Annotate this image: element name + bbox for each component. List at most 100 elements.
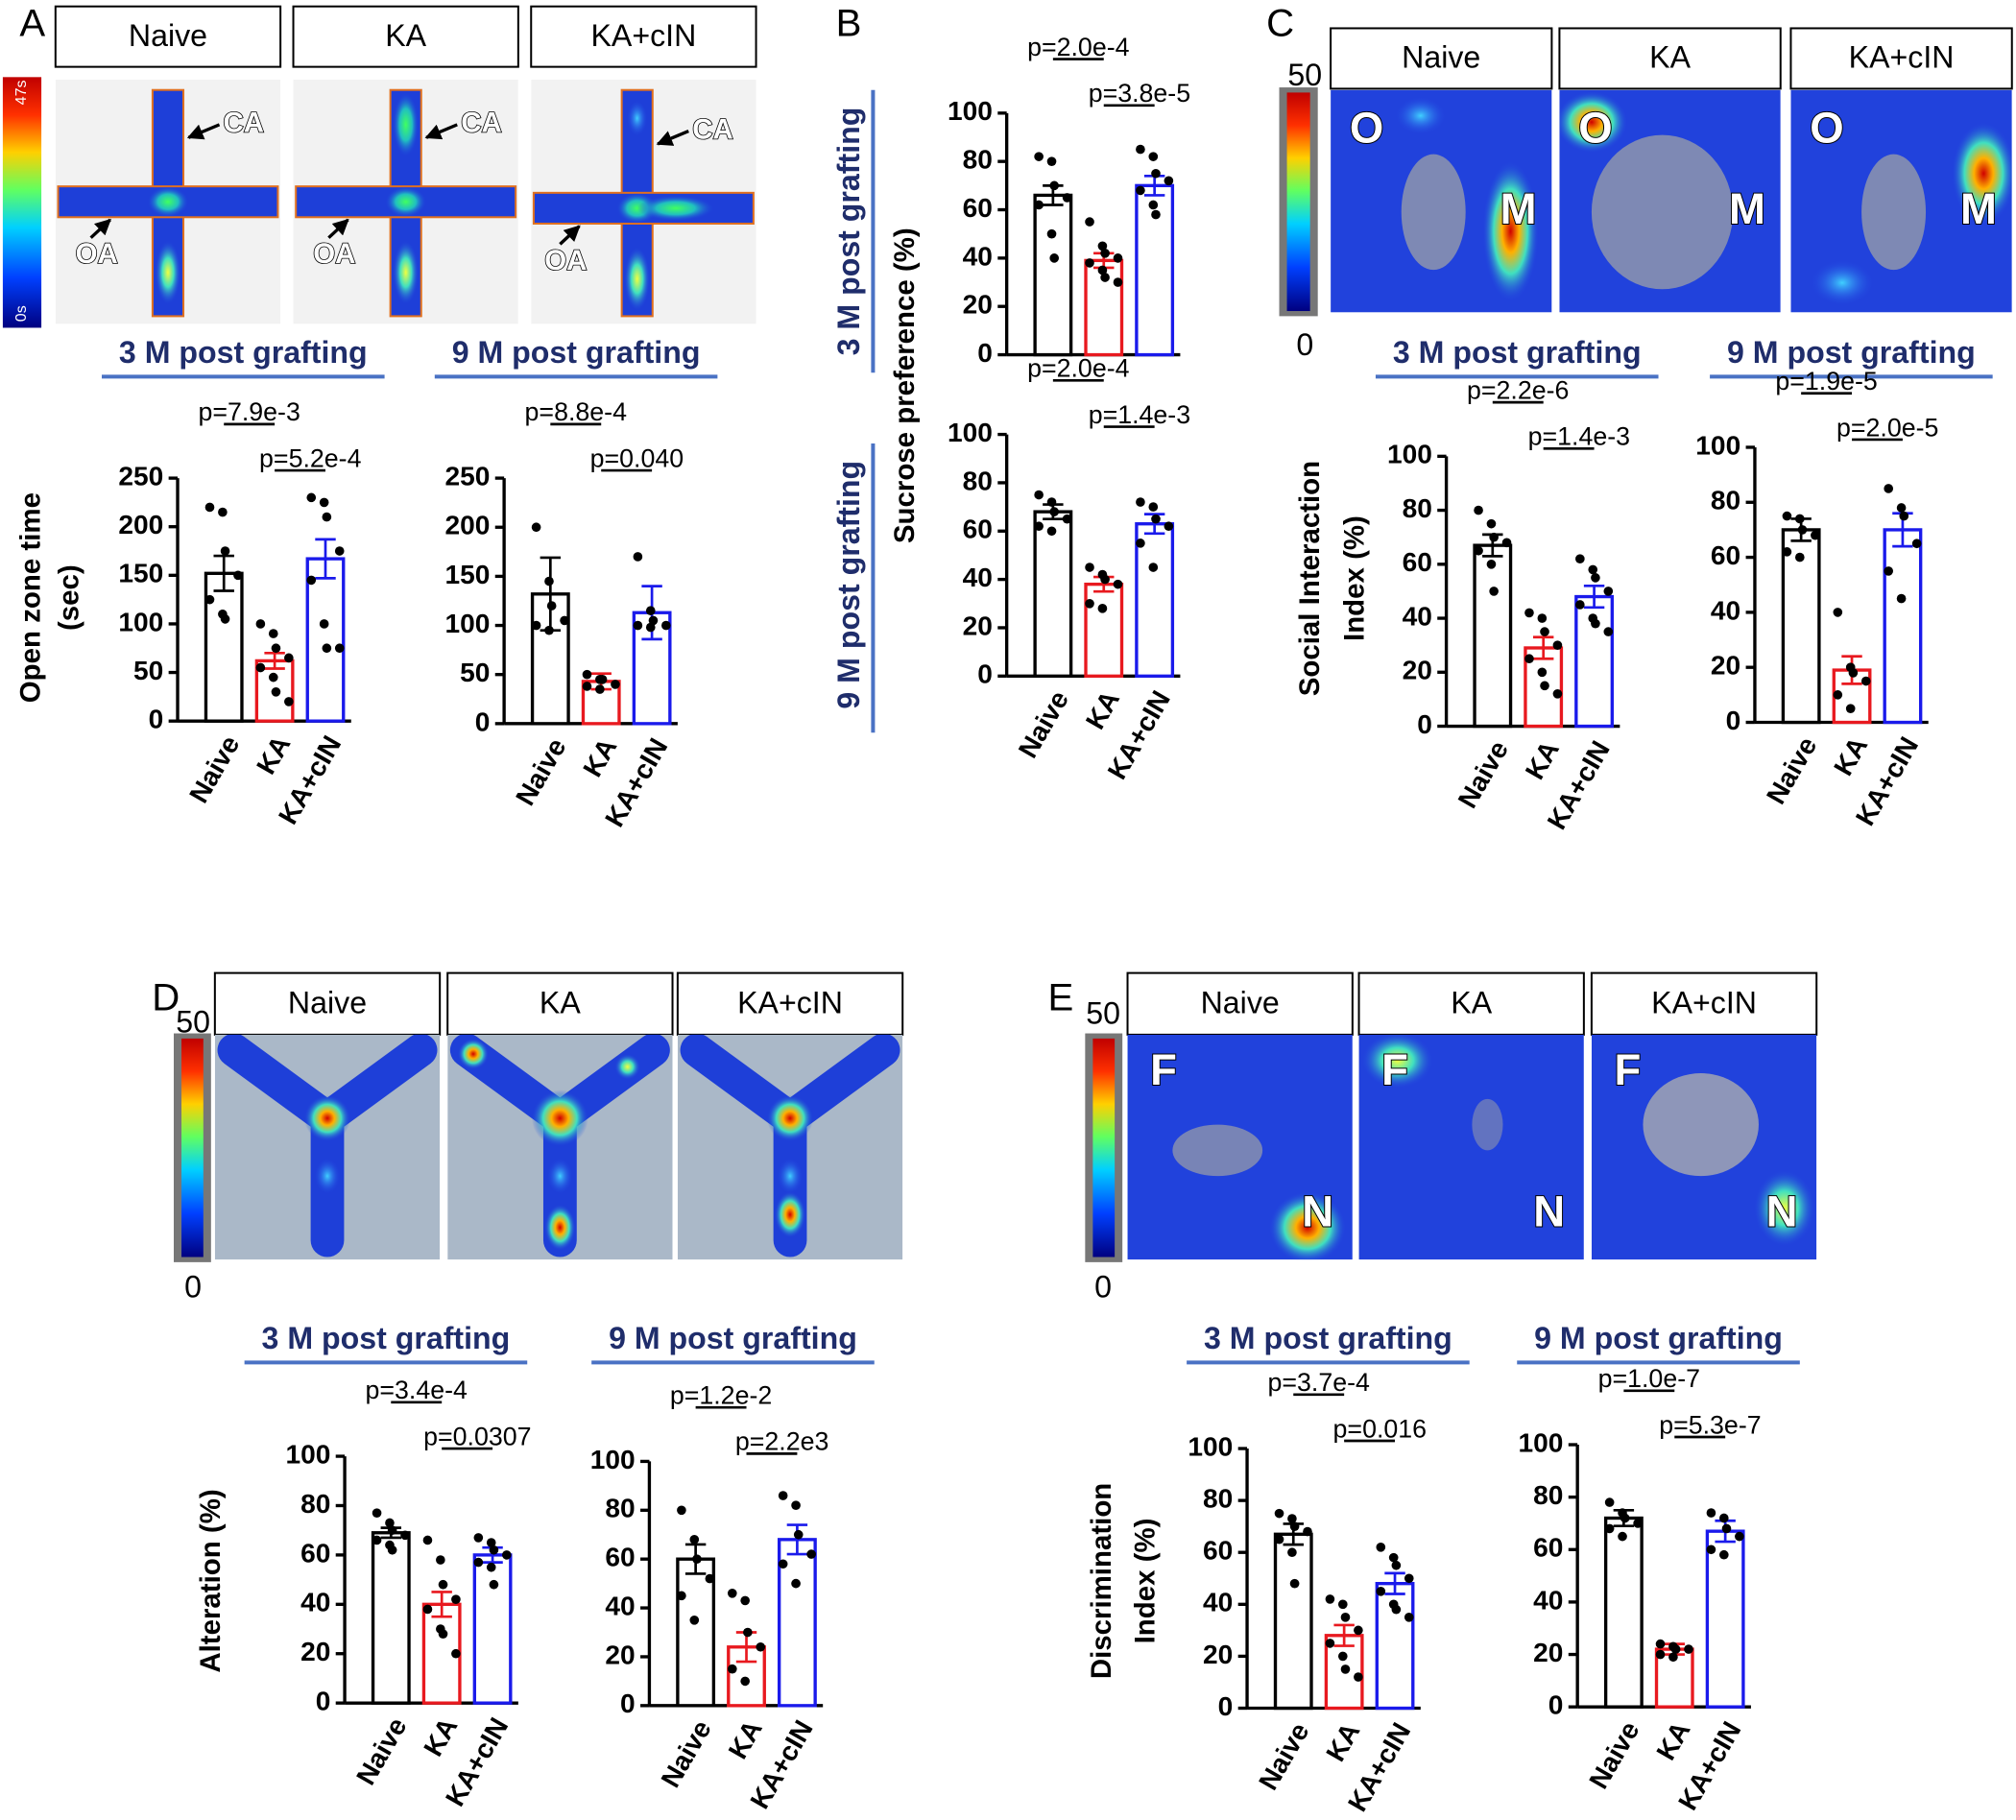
zone-label: F [1381,1045,1408,1094]
data-point [1684,1644,1693,1654]
heatmap-image [1591,1034,1817,1260]
data-point [1034,152,1044,161]
bar [1473,543,1513,729]
p-value: p=0.040 [590,443,684,472]
data-point [220,546,230,556]
y-tick-label: 20 [963,290,993,320]
x-tick-label: Naive [1452,735,1514,812]
data-point [1896,503,1907,513]
data-point [1620,1513,1630,1523]
bar [472,1553,513,1705]
data-point [1148,200,1159,210]
x-tick-label: Naive [350,1712,412,1789]
data-point [1100,249,1110,258]
y-tick-label: 20 [1711,651,1740,681]
data-point [387,1525,397,1536]
data-point [334,643,345,654]
heat-spot [314,1158,341,1194]
header-label: KA [385,18,426,53]
data-point [1486,559,1497,569]
header-box [1126,971,1354,1036]
heat-spot [393,92,420,157]
y-tick-label: 100 [118,607,163,636]
data-point [1794,514,1805,524]
y-tick-label: 100 [948,96,993,126]
data-point [1848,668,1859,678]
y-tick-label: 100 [1188,1431,1233,1461]
gray-patch [1591,134,1734,290]
data-point [1721,1523,1732,1534]
zone-label: O [1810,104,1843,153]
data-point [1603,627,1614,636]
data-point [1911,539,1922,549]
data-point [1148,152,1159,161]
data-point [1794,552,1805,563]
data-point [306,575,317,586]
header-label: Naive [1201,986,1280,1020]
heat-spot [457,1038,490,1070]
y-tick-label: 60 [300,1538,330,1568]
y-axis-label: Social Interaction [1294,461,1326,696]
x-tick-label: KA [1828,731,1873,780]
y-tick-label: 100 [948,418,993,447]
y-tick-label: 40 [300,1588,330,1617]
colorbar-label: 0 [1296,327,1313,362]
data-point [595,684,605,694]
data-point [1575,600,1585,610]
bar [1135,522,1175,678]
y-tick-label: 20 [1203,1640,1233,1669]
data-point [204,594,215,605]
data-point [1782,511,1792,521]
arm-label: CA [692,113,733,145]
heat-spot [774,1191,806,1238]
y-tick-label: 80 [1533,1480,1563,1510]
data-point [1046,156,1057,166]
error-bar [1384,1571,1405,1595]
data-point [220,614,230,624]
gray-patch [1172,1124,1263,1177]
data-point [1833,608,1843,617]
data-point [1062,193,1072,203]
y-tick-label: 20 [1403,656,1432,685]
data-point [1486,518,1497,529]
data-point [422,1535,433,1545]
p-value: p=2.0e-4 [1027,33,1130,61]
data-point [1474,505,1483,515]
y-axis-label: Alteration (%) [195,1489,227,1672]
data-point [1489,532,1499,542]
p-value: p=2.2e3 [735,1427,829,1456]
y-tick-label: 250 [444,462,490,491]
data-point [1340,1664,1351,1674]
y-tick-label: 100 [1695,430,1740,460]
data-point [1164,176,1174,186]
error-bar [1333,1623,1355,1647]
heatmap-image [531,80,756,324]
x-tick-label: KA [1320,1717,1365,1766]
data-point [1337,1599,1348,1610]
header-box [1558,27,1782,90]
y-tick-label: 0 [1218,1691,1234,1721]
arrow [559,225,581,246]
x-tick-label: KA [1650,1716,1695,1765]
y-tick-label: 100 [285,1439,330,1469]
data-point [1337,1651,1348,1662]
chart-title: 3 M post grafting [831,108,866,356]
data-point [1552,640,1563,650]
data-point [1588,564,1598,575]
y-tick-label: 60 [605,1543,635,1572]
x-tick-label: Naive [1253,1717,1314,1794]
colorbar-label: 0 [184,1269,202,1304]
data-point [1540,681,1549,691]
data-point [1097,265,1108,275]
data-point [1289,1521,1300,1531]
data-point [1113,277,1123,287]
chart-title: 9 M post grafting [1727,335,1976,370]
data-point [677,1505,686,1516]
data-point [1782,547,1792,557]
y-tick-label: 0 [149,705,164,734]
colorbar [1286,92,1310,312]
data-point [1151,209,1161,220]
data-point [255,619,266,629]
data-point [306,492,317,503]
x-tick-label: KA [723,1715,768,1764]
